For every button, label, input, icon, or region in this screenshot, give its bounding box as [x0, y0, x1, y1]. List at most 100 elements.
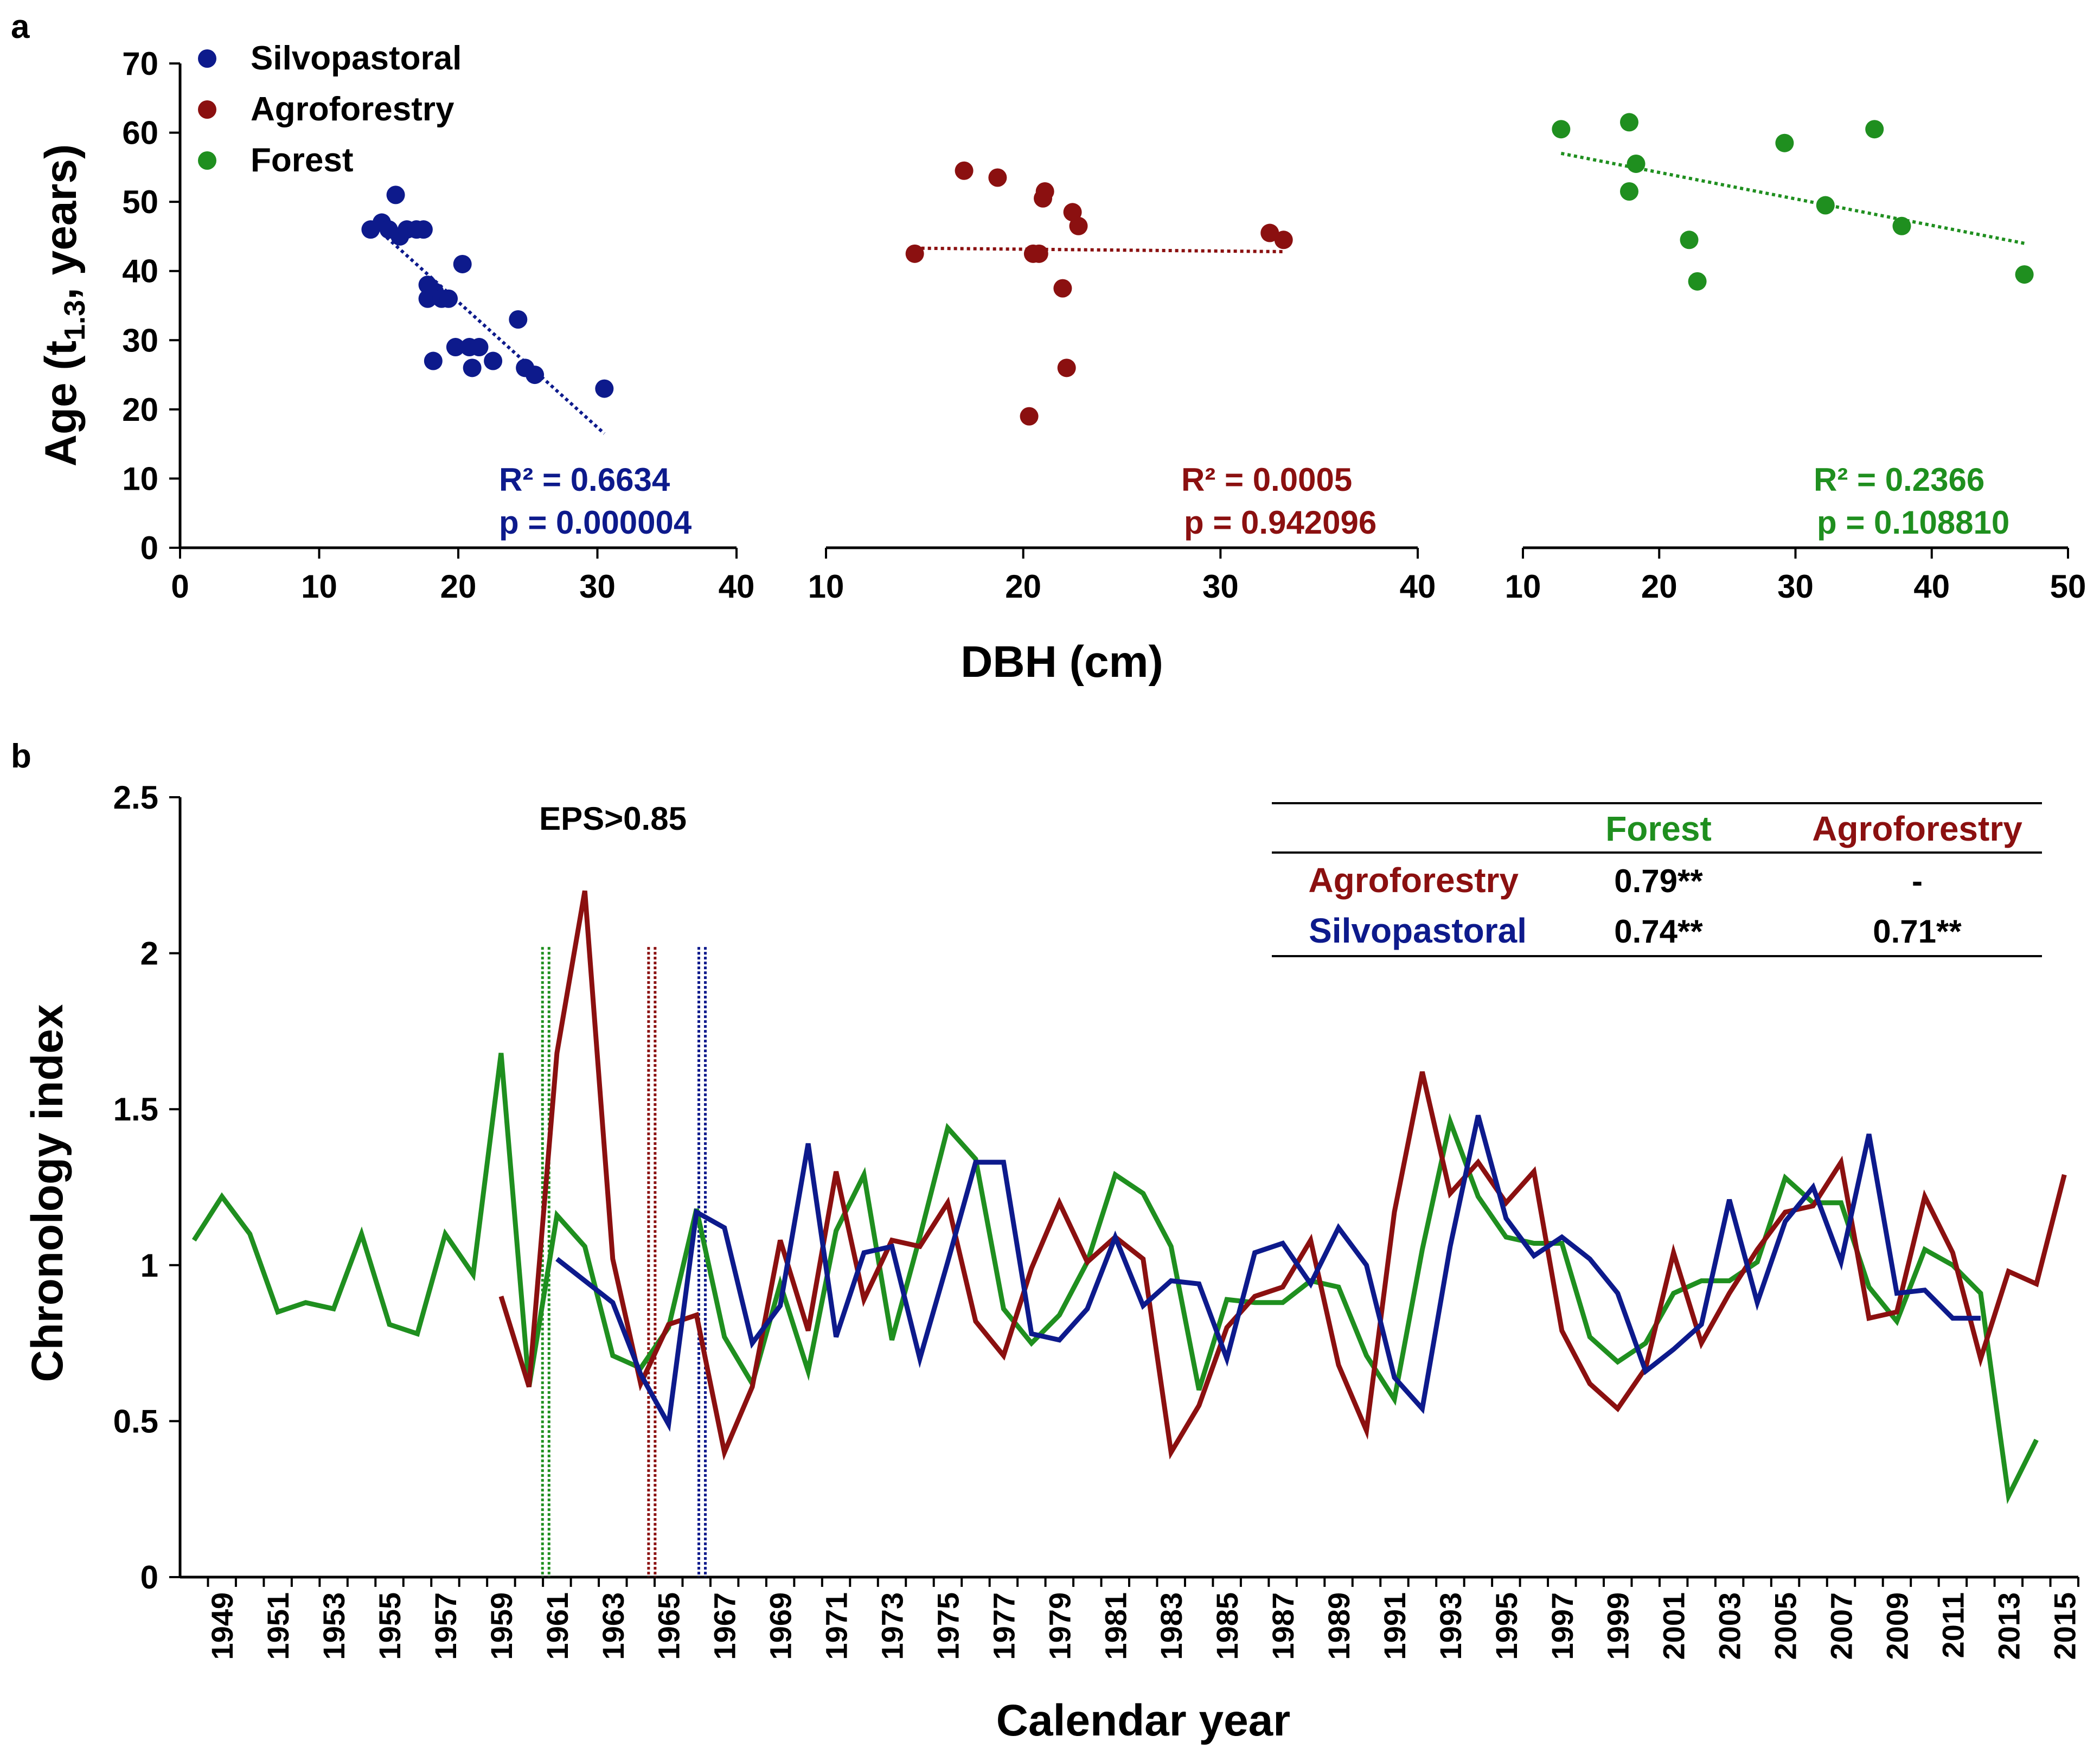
x-tick-label: 1955 — [373, 1592, 407, 1660]
x-tick-label: 1993 — [1433, 1592, 1468, 1660]
x-tick-label: 1971 — [819, 1592, 854, 1660]
data-point-forest — [1680, 230, 1699, 249]
x-tick-label: 1999 — [1601, 1592, 1635, 1660]
legend-label-forest: Forest — [251, 142, 353, 179]
x-tick-label: 1991 — [1378, 1592, 1412, 1660]
y-tick-label: 30 — [122, 322, 158, 358]
x-tick-label: 1995 — [1489, 1592, 1523, 1660]
table-header-forest: Forest — [1605, 809, 1712, 848]
table-cell-agro-agro: - — [1912, 863, 1923, 899]
data-point-agroforestry — [1063, 203, 1082, 222]
data-point-forest — [1552, 120, 1571, 139]
data-point-agroforestry — [905, 244, 924, 263]
panel-a: a 0 10 20 30 40 50 60 70 Age (t1.3, years) 0 10 2… — [11, 8, 2086, 687]
data-point-agroforestry — [1057, 358, 1076, 377]
table-header-agroforestry: Agroforestry — [1812, 809, 2022, 848]
y-tick-label: 2.5 — [113, 779, 158, 816]
data-point-forest — [1775, 133, 1794, 152]
x-tick-label: 30 — [1777, 568, 1814, 605]
x-tick-label: 40 — [1913, 568, 1950, 605]
y-label-end: , years) — [36, 144, 86, 300]
x-tick-label: 1997 — [1545, 1592, 1579, 1660]
r2-agroforestry: R² = 0.0005 — [1181, 462, 1352, 498]
y-tick-label: 10 — [122, 460, 158, 497]
y-tick-label: 0 — [140, 530, 158, 566]
x-tick-label: 10 — [1505, 568, 1541, 605]
y-tick-label: 1.5 — [113, 1091, 158, 1128]
legend-label-silvopastoral: Silvopastoral — [251, 40, 462, 77]
chronology-series — [191, 890, 2067, 1504]
x-tick-label: 1987 — [1266, 1592, 1300, 1660]
data-point-forest — [1816, 196, 1835, 215]
data-point-silvopastoral — [526, 366, 545, 385]
x-tick-label: 1969 — [764, 1592, 798, 1660]
data-point-silvopastoral — [484, 351, 503, 370]
data-point-silvopastoral — [470, 338, 489, 357]
legend-marker-silvopastoral — [198, 49, 216, 68]
eps-annotation: EPS>0.85 — [539, 800, 687, 837]
x-tick-label: 1953 — [317, 1592, 351, 1660]
data-point-silvopastoral — [453, 254, 472, 273]
y-label-sub: 1.3 — [59, 300, 91, 341]
x-tick-label: 50 — [2050, 568, 2086, 605]
data-point-agroforestry — [1020, 407, 1039, 426]
legend-marker-agroforestry — [198, 100, 216, 119]
x-tick-label: 10 — [301, 568, 337, 605]
x-tick-label: 1951 — [261, 1592, 295, 1660]
table-cell-agro-forest: 0.79** — [1614, 863, 1703, 899]
x-tick-label: 1979 — [1042, 1592, 1077, 1660]
panel-a-label: a — [11, 8, 30, 46]
panel-a-y-ticks: 0 10 20 30 40 50 60 70 — [122, 46, 180, 566]
x-tick-label: 2005 — [1769, 1592, 1803, 1660]
data-point-agroforestry — [1274, 230, 1293, 249]
data-point-silvopastoral — [509, 310, 528, 329]
panel-b-y-axis-label: Chronology index — [23, 1004, 72, 1382]
x-tick-label: 1989 — [1322, 1592, 1356, 1660]
data-point-silvopastoral — [424, 351, 443, 370]
data-point-forest — [2015, 265, 2034, 284]
y-tick-label: 0 — [140, 1559, 158, 1596]
p-silvopastoral: p = 0.000004 — [499, 504, 692, 541]
data-point-silvopastoral — [595, 379, 614, 398]
data-point-forest — [1688, 272, 1707, 291]
data-point-forest — [1627, 154, 1646, 173]
data-point-agroforestry — [1035, 182, 1054, 201]
x-tick-label: 1957 — [428, 1592, 463, 1660]
data-point-agroforestry — [1260, 223, 1279, 242]
x-tick-label: 1983 — [1154, 1592, 1188, 1660]
table-cell-silvo-agro: 0.71** — [1873, 913, 1962, 950]
data-point-silvopastoral — [414, 220, 433, 239]
data-point-forest — [1619, 182, 1638, 201]
y-tick-label: 20 — [122, 392, 158, 428]
panel-a-x-axis-label: DBH (cm) — [961, 637, 1163, 687]
data-point-agroforestry — [1069, 216, 1088, 235]
correlation-table: Forest Agroforestry Agroforestry 0.79** … — [1272, 802, 2042, 957]
data-point-silvopastoral — [463, 358, 482, 377]
data-point-silvopastoral — [446, 338, 465, 357]
p-forest: p = 0.108810 — [1817, 504, 2009, 541]
data-point-agroforestry — [988, 168, 1007, 187]
y-tick-label: 0.5 — [113, 1403, 158, 1439]
data-point-forest — [1892, 216, 1911, 235]
panel-a-y-axis-label: Age (t1.3, years) — [36, 144, 91, 467]
r2-silvopastoral: R² = 0.6634 — [499, 462, 670, 498]
data-point-agroforestry — [955, 161, 974, 180]
x-tick-label: 10 — [808, 568, 844, 605]
x-tick-label: 2009 — [1880, 1592, 1914, 1660]
panel-b-y-ticks: 0 0.5 1 1.5 2 2.5 — [113, 779, 180, 1596]
x-tick-label: 2015 — [2047, 1592, 2082, 1660]
trendline-silvopastoral — [380, 232, 606, 435]
y-tick-label: 50 — [122, 184, 158, 220]
series-line-silvopastoral — [555, 1115, 1981, 1432]
legend: Silvopastoral Agroforestry Forest — [198, 40, 462, 179]
x-tick-label: 2011 — [1936, 1592, 1970, 1658]
series-line-agroforestry — [498, 890, 2067, 1461]
y-tick-label: 60 — [122, 115, 158, 151]
panel-b: b 00.511.522.5 1949 1951 1953 1955 1957 1959 1… — [11, 738, 2082, 1745]
x-tick-label: 1963 — [596, 1592, 630, 1660]
p-agroforestry: p = 0.942096 — [1184, 504, 1376, 541]
data-point-agroforestry — [1029, 244, 1048, 263]
legend-label-agroforestry: Agroforestry — [251, 91, 454, 128]
series-line-forest — [191, 1053, 2039, 1504]
